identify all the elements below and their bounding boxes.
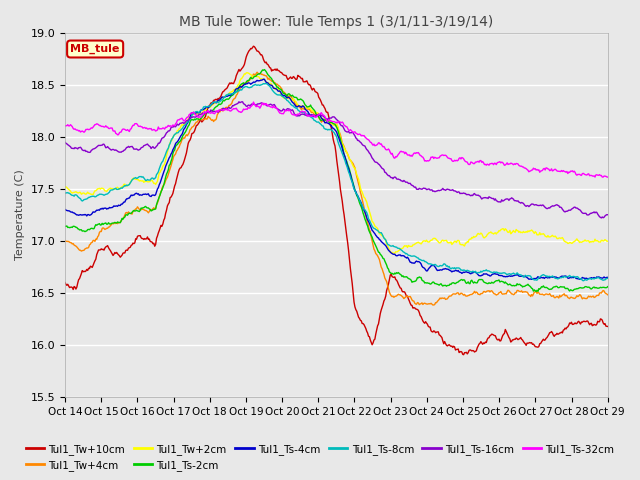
Tul1_Tw+10cm [61,280,69,286]
Tul1_Ts-32cm [201,108,209,114]
Tul1_Ts-4cm [157,177,165,183]
Tul1_Tw+2cm [157,167,165,173]
Tul1_Ts-32cm [382,146,390,152]
Line: Tul1_Ts-32cm: Tul1_Ts-32cm [65,102,608,177]
Tul1_Tw+4cm [424,301,432,307]
Tul1_Ts-4cm [382,243,390,249]
Y-axis label: Temperature (C): Temperature (C) [15,170,25,261]
Tul1_Ts-16cm [382,169,390,175]
Tul1_Ts-32cm [250,99,257,105]
Tul1_Ts-4cm [260,76,268,82]
Tul1_Ts-2cm [470,279,478,285]
Tul1_Ts-32cm [470,161,478,167]
Tul1_Tw+2cm [308,108,316,113]
Tul1_Ts-16cm [470,191,478,196]
Tul1_Tw+10cm [424,324,432,329]
Tul1_Ts-16cm [157,137,165,143]
Tul1_Ts-16cm [604,212,612,217]
Tul1_Ts-4cm [61,206,69,212]
Tul1_Ts-16cm [61,139,69,145]
Tul1_Ts-2cm [201,110,209,116]
Tul1_Ts-32cm [604,174,612,180]
Tul1_Ts-2cm [260,67,268,72]
Tul1_Ts-8cm [157,161,165,167]
Tul1_Tw+4cm [604,292,612,298]
Tul1_Tw+2cm [61,184,69,190]
Tul1_Ts-4cm [604,275,612,280]
Tul1_Ts-2cm [157,189,165,194]
Text: MB_tule: MB_tule [70,44,120,54]
Tul1_Tw+10cm [382,293,390,299]
Line: Tul1_Ts-16cm: Tul1_Ts-16cm [65,102,608,218]
Tul1_Tw+4cm [201,117,209,122]
Line: Tul1_Ts-4cm: Tul1_Ts-4cm [65,79,608,279]
Title: MB Tule Tower: Tule Temps 1 (3/1/11-3/19/14): MB Tule Tower: Tule Temps 1 (3/1/11-3/19… [179,15,493,29]
Tul1_Tw+4cm [253,69,261,75]
Tul1_Ts-16cm [308,113,316,119]
Line: Tul1_Tw+10cm: Tul1_Tw+10cm [65,46,608,355]
Legend: Tul1_Tw+10cm, Tul1_Tw+4cm, Tul1_Tw+2cm, Tul1_Ts-2cm, Tul1_Ts-4cm, Tul1_Ts-8cm, T: Tul1_Tw+10cm, Tul1_Tw+4cm, Tul1_Tw+2cm, … [21,439,619,475]
Tul1_Ts-32cm [424,158,432,164]
Tul1_Ts-4cm [201,106,209,112]
Tul1_Tw+10cm [472,348,479,354]
Tul1_Ts-4cm [576,276,584,282]
Tul1_Ts-8cm [579,278,587,284]
Tul1_Tw+2cm [243,70,251,75]
Line: Tul1_Ts-8cm: Tul1_Ts-8cm [65,84,608,281]
Tul1_Tw+2cm [391,251,399,256]
Tul1_Ts-8cm [201,104,209,110]
Tul1_Ts-8cm [470,269,478,275]
Tul1_Ts-8cm [382,237,390,243]
Tul1_Ts-2cm [604,284,612,289]
Tul1_Tw+10cm [460,352,467,358]
Tul1_Ts-16cm [598,215,605,221]
Tul1_Ts-4cm [470,269,478,275]
Tul1_Tw+2cm [382,238,390,244]
Tul1_Tw+2cm [604,238,612,244]
Tul1_Tw+4cm [61,238,69,243]
Tul1_Tw+4cm [472,290,479,296]
Line: Tul1_Ts-2cm: Tul1_Ts-2cm [65,70,608,291]
Tul1_Ts-8cm [424,261,432,267]
Tul1_Ts-16cm [424,186,432,192]
Tul1_Tw+2cm [426,239,433,245]
Tul1_Ts-2cm [61,223,69,229]
Tul1_Ts-2cm [532,288,540,294]
Tul1_Ts-32cm [157,126,165,132]
Tul1_Tw+4cm [308,110,316,116]
Tul1_Ts-8cm [61,191,69,196]
Tul1_Ts-8cm [308,114,316,120]
Tul1_Ts-16cm [201,110,209,116]
Tul1_Tw+4cm [157,189,165,195]
Tul1_Ts-32cm [308,113,316,119]
Tul1_Tw+10cm [604,324,612,329]
Tul1_Tw+4cm [382,277,390,283]
Tul1_Ts-2cm [424,280,432,286]
Tul1_Tw+10cm [157,222,165,228]
Tul1_Tw+2cm [472,234,479,240]
Tul1_Ts-16cm [235,99,243,105]
Tul1_Ts-8cm [262,81,270,86]
Tul1_Tw+4cm [429,302,436,308]
Tul1_Ts-2cm [308,104,316,110]
Tul1_Tw+2cm [201,108,209,113]
Tul1_Ts-4cm [424,266,432,272]
Tul1_Tw+10cm [250,43,257,49]
Tul1_Ts-2cm [382,260,390,266]
Tul1_Tw+10cm [308,86,316,92]
Tul1_Ts-4cm [308,112,316,118]
Line: Tul1_Tw+4cm: Tul1_Tw+4cm [65,72,608,305]
Tul1_Ts-32cm [61,123,69,129]
Tul1_Ts-8cm [604,276,612,281]
Tul1_Tw+10cm [201,115,209,120]
Line: Tul1_Tw+2cm: Tul1_Tw+2cm [65,72,608,253]
